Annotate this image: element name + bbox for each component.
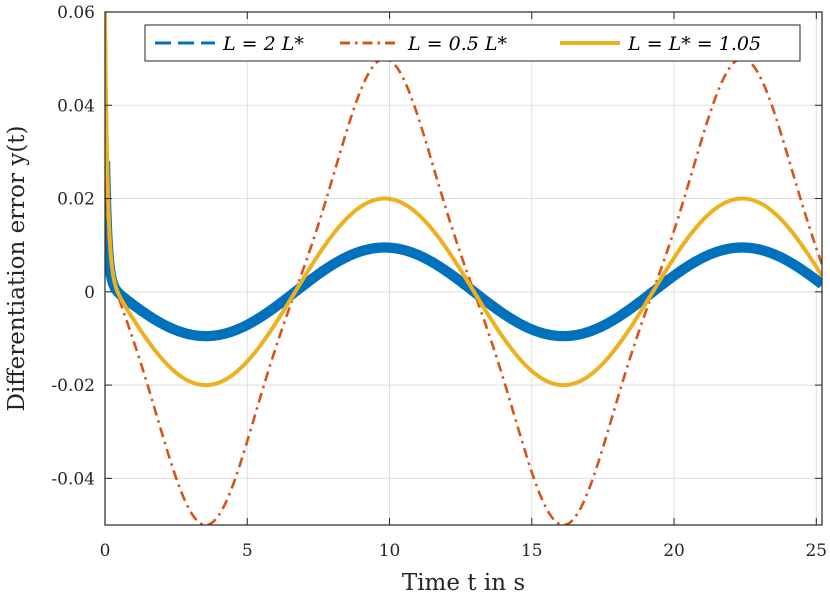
x-tick-label: 25 xyxy=(805,541,827,561)
grid xyxy=(104,11,822,525)
legend-label: L = L* = 1.05 xyxy=(627,33,761,55)
x-tick-label: 15 xyxy=(521,541,543,561)
y-tick-label: 0.04 xyxy=(57,96,95,116)
x-axis: 0 5 10 15 20 25 xyxy=(100,12,827,561)
series-line-yellow xyxy=(105,12,822,388)
y-tick-label: 0 xyxy=(84,283,95,303)
plot-area xyxy=(104,11,823,526)
series-lines xyxy=(105,12,822,525)
y-axis: -0.04 -0.02 0 0.02 0.04 0.06 xyxy=(51,3,822,489)
legend-box xyxy=(144,24,801,62)
x-tick-label: 0 xyxy=(100,541,111,561)
x-axis-label: Time t in s xyxy=(402,570,525,595)
y-tick-label: -0.02 xyxy=(51,376,95,396)
legend: L = 2 L* L = 0.5 L* L = L* = 1.05 xyxy=(144,24,801,62)
y-tick-label: 0.02 xyxy=(57,190,95,210)
x-tick-label: 20 xyxy=(663,541,685,561)
x-tick-label: 10 xyxy=(379,541,401,561)
series-band-blue xyxy=(105,161,822,342)
series-line-orange xyxy=(105,57,822,525)
legend-label: L = 2 L* xyxy=(222,33,304,55)
legend-label: L = 0.5 L* xyxy=(407,33,507,55)
y-tick-label: 0.06 xyxy=(57,3,95,23)
x-tick-label: 5 xyxy=(242,541,253,561)
y-axis-label: Differentiation error y(t) xyxy=(4,126,30,412)
y-tick-label: -0.04 xyxy=(51,469,95,489)
